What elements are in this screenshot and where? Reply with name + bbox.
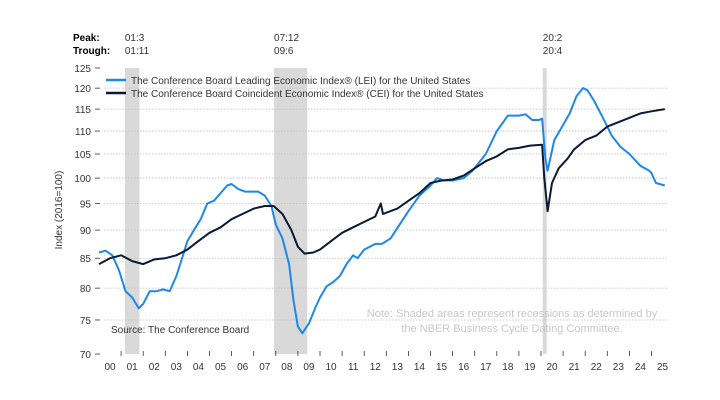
y-tick-label: 115 bbox=[75, 105, 91, 116]
y-tick-label: 125 bbox=[74, 64, 91, 75]
cei-series-line bbox=[98, 108, 665, 266]
x-tick-label: 03 bbox=[171, 362, 183, 373]
peak-label: Peak: bbox=[73, 33, 100, 44]
x-tick-label: 09 bbox=[303, 362, 315, 373]
recession-peak-date: 07:12 bbox=[274, 33, 299, 44]
trough-label: Trough: bbox=[73, 46, 110, 57]
x-tick-label: 10 bbox=[325, 362, 337, 373]
note-line-1: Note: Shaded areas represent recessions … bbox=[367, 308, 658, 320]
x-tick-label: 04 bbox=[193, 362, 205, 373]
x-tick-label: 23 bbox=[613, 362, 625, 373]
x-tick-label: 18 bbox=[502, 362, 514, 373]
x-tick-label: 21 bbox=[569, 362, 581, 373]
source-text: Source: The Conference Board bbox=[111, 325, 249, 336]
recession-trough-date: 09:6 bbox=[274, 46, 294, 57]
x-tick-label: 20 bbox=[546, 362, 558, 373]
y-tick-label: 120 bbox=[74, 84, 91, 95]
recession-trough-date: 01:11 bbox=[125, 46, 150, 57]
x-tick-label: 15 bbox=[436, 362, 448, 373]
x-tick-label: 13 bbox=[392, 362, 404, 373]
x-tick-label: 16 bbox=[458, 362, 470, 373]
x-tick-label: 07 bbox=[259, 362, 271, 373]
y-tick-label: 105 bbox=[74, 150, 91, 161]
recession-band bbox=[542, 68, 547, 354]
lei-series-line bbox=[98, 87, 666, 335]
y-tick-label: 85 bbox=[80, 254, 92, 265]
y-tick-label: 75 bbox=[80, 316, 92, 327]
y-tick-label: 90 bbox=[80, 226, 92, 237]
note-line-2: the NBER Business Cycle Dating Committee… bbox=[401, 323, 622, 335]
x-tick-label: 05 bbox=[215, 362, 227, 373]
x-tick-label: 24 bbox=[635, 362, 647, 373]
legend: The Conference Board Leading Economic In… bbox=[106, 76, 484, 100]
legend-label-cei: The Conference Board Coincident Economic… bbox=[131, 89, 484, 100]
recession-band bbox=[124, 68, 140, 354]
x-tick-label: 25 bbox=[657, 362, 669, 373]
x-tick-label: 11 bbox=[348, 362, 359, 373]
x-tick-label: 08 bbox=[281, 362, 293, 373]
recession-peak-date: 01:3 bbox=[125, 33, 145, 44]
legend-label-lei: The Conference Board Leading Economic In… bbox=[131, 76, 470, 87]
y-tick-label: 110 bbox=[75, 127, 91, 138]
recession-peak-date: 20:2 bbox=[543, 33, 563, 44]
y-axis-label: Index (2016=100) bbox=[54, 171, 65, 250]
x-tick-label: 02 bbox=[149, 362, 161, 373]
x-tick-label: 01 bbox=[127, 362, 139, 373]
x-tick-label: 19 bbox=[524, 362, 536, 373]
y-tick-label: 95 bbox=[80, 199, 92, 210]
x-tick-label: 12 bbox=[370, 362, 382, 373]
recession-trough-date: 20:4 bbox=[543, 46, 563, 57]
y-tick-label: 100 bbox=[74, 174, 91, 185]
x-tick-label: 14 bbox=[414, 362, 426, 373]
x-tick-label: 17 bbox=[480, 362, 492, 373]
y-tick-label: 80 bbox=[80, 284, 92, 295]
x-tick-label: 06 bbox=[237, 362, 249, 373]
x-tick-label: 22 bbox=[591, 362, 603, 373]
y-tick-label: 70 bbox=[80, 350, 92, 361]
x-tick-label: 00 bbox=[104, 362, 116, 373]
